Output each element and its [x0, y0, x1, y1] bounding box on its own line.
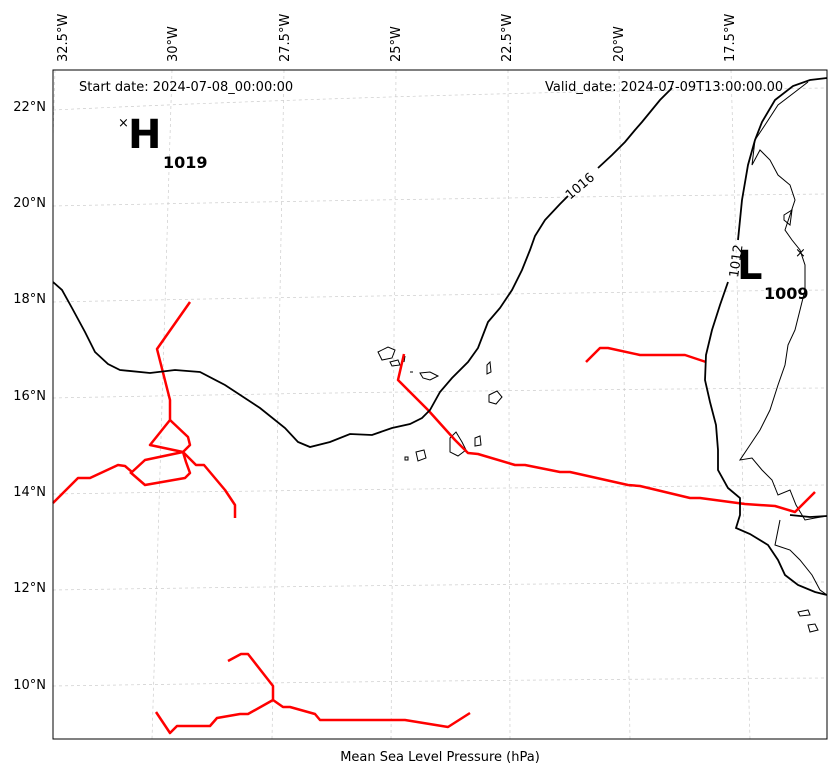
front-line-south-branch	[154, 698, 274, 735]
low-pressure-value: 1009	[764, 284, 809, 303]
lon-label: 20°W	[612, 26, 627, 62]
graticule	[52, 69, 828, 740]
isobar-label-1012: 1012	[727, 244, 746, 279]
lon-label: 27.5°W	[278, 14, 293, 62]
high-pressure-value: 1019	[163, 153, 208, 172]
front-line-east	[585, 346, 707, 364]
isobar-east-segment	[789, 514, 828, 518]
low-pressure-marker: ×	[795, 246, 806, 261]
latitude-labels: 22°N 20°N 18°N 16°N 14°N 12°N 10°N	[13, 100, 46, 693]
lat-label: 14°N	[13, 485, 46, 500]
front-line-west-loop	[169, 419, 192, 453]
front-line-central	[396, 353, 816, 514]
isobar-1012	[704, 77, 828, 596]
lon-label: 25°W	[389, 26, 404, 62]
lat-label: 20°N	[13, 196, 46, 211]
front-line-south	[227, 652, 471, 729]
isobar-label-1016: 1016	[563, 170, 598, 203]
coastline	[738, 81, 828, 633]
map-frame	[52, 69, 828, 740]
high-pressure-letter: H	[128, 112, 161, 158]
start-date-label: Start date: 2024-07-08_00:00:00	[79, 80, 293, 95]
lon-label: 30°W	[166, 26, 181, 62]
lat-label: 12°N	[13, 581, 46, 596]
front-line-west-branch	[148, 301, 237, 518]
high-pressure-marker: ×	[118, 116, 129, 131]
longitude-labels: 32.5°W 30°W 27.5°W 25°W 22.5°W 20°W 17.5…	[56, 14, 738, 62]
cape-verde-islands	[377, 346, 503, 462]
map-caption: Mean Sea Level Pressure (hPa)	[340, 750, 540, 765]
front-line-west	[52, 450, 192, 504]
lat-label: 10°N	[13, 678, 46, 693]
lon-label: 17.5°W	[723, 14, 738, 62]
valid-date-label: Valid_date: 2024-07-09T13:00:00.00	[545, 80, 783, 95]
isobars	[52, 77, 828, 596]
lat-label: 22°N	[13, 100, 46, 115]
lon-label: 22.5°W	[500, 14, 515, 62]
front-lines	[52, 301, 816, 735]
lat-label: 18°N	[13, 292, 46, 307]
isobar-1016	[52, 87, 673, 448]
lon-label: 32.5°W	[56, 14, 71, 62]
lat-label: 16°N	[13, 389, 46, 404]
low-pressure-letter: L	[737, 243, 763, 289]
